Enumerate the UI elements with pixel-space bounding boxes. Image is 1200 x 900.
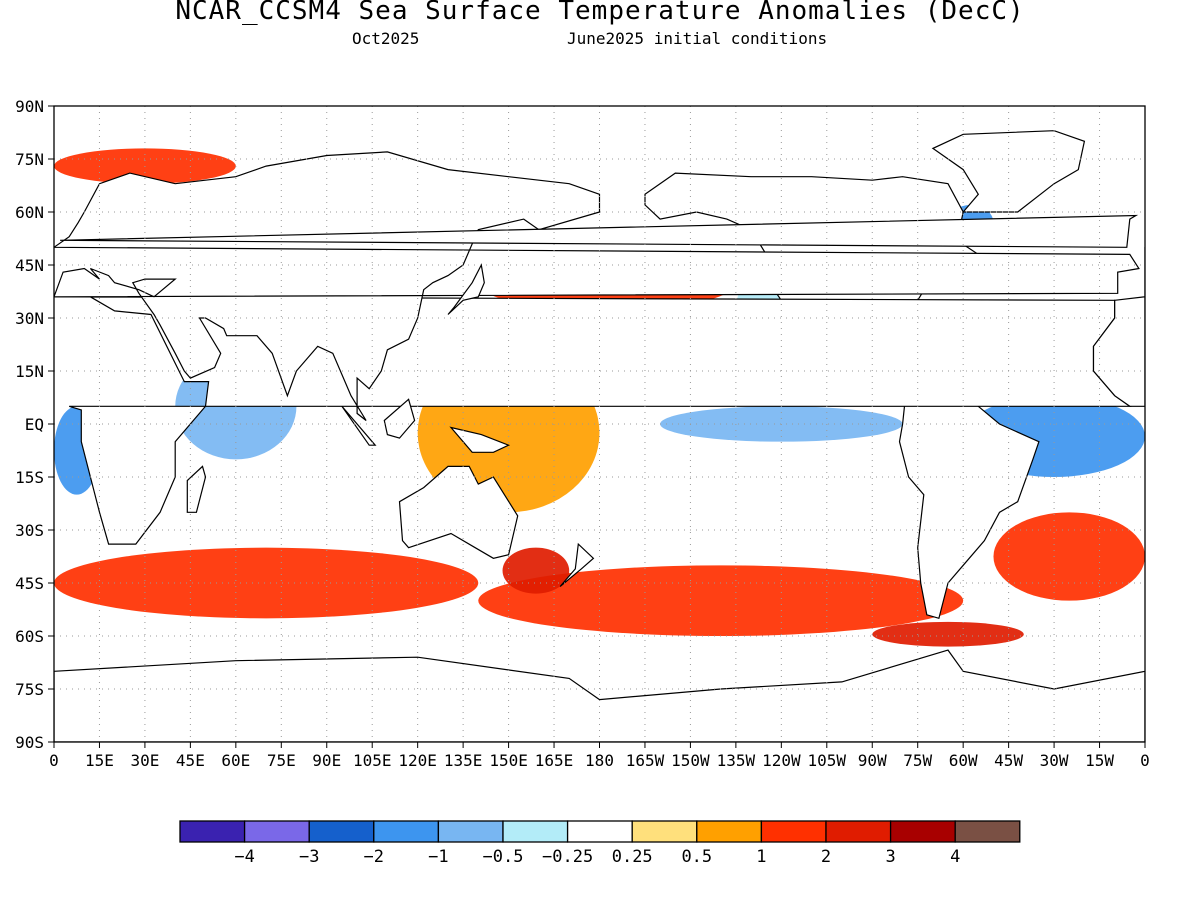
- lon-tick-label: 180: [585, 751, 614, 770]
- lat-tick-label: 90S: [15, 733, 44, 752]
- legend-swatch: [437, 820, 504, 843]
- legend-swatch: [889, 820, 956, 843]
- legend-swatch: [502, 820, 569, 843]
- legend-swatch: [631, 820, 698, 843]
- legend-label: 0.5: [681, 847, 712, 867]
- lon-tick-label: 105E: [353, 751, 392, 770]
- legend-swatch: [696, 820, 763, 843]
- lat-tick-label: 15N: [15, 362, 44, 381]
- landmass-eurasia: [54, 151, 1140, 421]
- landmass-japan: [447, 263, 485, 315]
- lon-tick-label: 75E: [267, 751, 296, 770]
- legend-label: −1: [428, 847, 448, 867]
- legend-swatch: [954, 820, 1021, 843]
- lat-tick-label: 60S: [15, 627, 44, 646]
- landmass-australia: [398, 465, 519, 559]
- legend-label: −4: [234, 847, 254, 867]
- landmass-new-zealand: [559, 542, 595, 587]
- latitude-tick-labels: 90N 75N 60N 45N 30N 15N EQ 15S 30S 45S 60S 75S 90S: [15, 97, 54, 752]
- anomaly-region-9: [993, 512, 1145, 601]
- landmass-new-guinea: [449, 426, 511, 453]
- legend-label: −0.25: [542, 847, 593, 867]
- landmass-madagascar: [186, 465, 207, 513]
- lon-tick-label: 30E: [130, 751, 159, 770]
- lon-tick-label: 45E: [176, 751, 205, 770]
- lon-tick-label: 150W: [671, 751, 710, 770]
- lon-tick-label: 0: [49, 751, 59, 770]
- lon-tick-label: 135W: [717, 751, 756, 770]
- lon-tick-label: 60E: [221, 751, 250, 770]
- lon-tick-label: 15W: [1085, 751, 1114, 770]
- landmass-uk: [60, 214, 1139, 248]
- legend-label: 2: [821, 847, 831, 867]
- lon-tick-label: 135E: [444, 751, 483, 770]
- anomaly-region-12: [872, 621, 1024, 647]
- lat-tick-label: 30S: [15, 521, 44, 540]
- lat-tick-label: 45N: [15, 256, 44, 275]
- lat-tick-label: 60N: [15, 203, 44, 222]
- lon-tick-label: 0: [1140, 751, 1150, 770]
- legend-label: 3: [885, 847, 895, 867]
- chart-title: NCAR_CCSM4 Sea Surface Temperature Anoma…: [175, 0, 1025, 26]
- legend-label: 0.25: [612, 847, 653, 867]
- anomaly-region-10: [54, 547, 479, 619]
- forecast-month-label: Oct2025: [352, 29, 420, 48]
- lon-tick-label: 150E: [489, 751, 528, 770]
- lat-tick-label: 90N: [15, 97, 44, 116]
- legend-swatch: [179, 820, 246, 843]
- legend-label: 1: [756, 847, 766, 867]
- lon-tick-label: 120W: [762, 751, 801, 770]
- legend-swatch: [243, 820, 310, 843]
- legend-swatch: [373, 820, 440, 843]
- landmass-sumatra: [341, 405, 377, 446]
- lon-tick-label: 75W: [903, 751, 932, 770]
- lat-tick-label: 45S: [15, 574, 44, 593]
- lon-tick-label: 30W: [1040, 751, 1069, 770]
- lat-tick-label: 75S: [15, 680, 44, 699]
- lon-tick-label: 45W: [994, 751, 1023, 770]
- legend-label: −3: [299, 847, 319, 867]
- lon-tick-label: 90E: [312, 751, 341, 770]
- legend-label: 4: [950, 847, 960, 867]
- legend-swatch: [760, 820, 827, 843]
- lon-tick-label: 105W: [808, 751, 847, 770]
- legend-label: −0.5: [483, 847, 524, 867]
- landmass-africa-wrap: [1092, 296, 1145, 407]
- legend-swatch: [825, 820, 892, 843]
- legend-label: −2: [364, 847, 384, 867]
- legend-swatch: [308, 820, 375, 843]
- lon-tick-label: 165E: [535, 751, 574, 770]
- lon-tick-label: 15E: [85, 751, 114, 770]
- legend-swatch: [566, 820, 633, 843]
- landmass-indonesia-borneo: [383, 398, 416, 439]
- anomaly-region-13: [502, 547, 570, 594]
- landmass-antarctica: [54, 649, 1145, 742]
- longitude-tick-labels: 0 15E 30E 45E 60E 75E 90E 105E 120E 135E 150E 165E 1…: [49, 742, 1150, 770]
- initial-conditions-label: June2025 initial conditions: [567, 29, 828, 48]
- lat-tick-label: 15S: [15, 468, 44, 487]
- lon-tick-label: 60W: [949, 751, 978, 770]
- lon-tick-label: 90W: [858, 751, 887, 770]
- landmass-south-america: [898, 380, 1040, 620]
- lon-tick-label: 165W: [626, 751, 665, 770]
- lat-tick-label: 75N: [15, 150, 44, 169]
- lat-lon-grid: [54, 106, 1145, 742]
- lat-tick-label: 30N: [15, 309, 44, 328]
- anomaly-region-11: [478, 565, 964, 637]
- continents: [54, 130, 1145, 742]
- lon-tick-label: 120E: [398, 751, 437, 770]
- lat-tick-label: EQ: [25, 415, 44, 434]
